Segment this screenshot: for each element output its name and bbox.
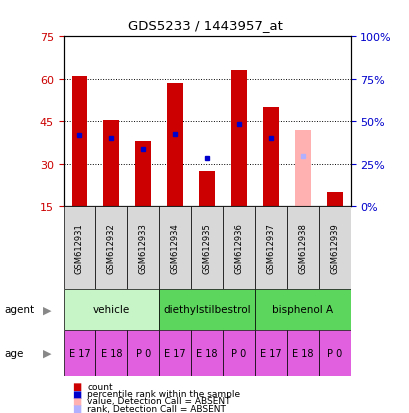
Bar [294,131,310,206]
Text: ▶: ▶ [43,348,51,358]
Text: E 17: E 17 [69,348,90,358]
Bar [262,108,278,206]
Bar [326,192,342,206]
Bar [286,206,318,289]
Text: diethylstilbestrol: diethylstilbestrol [163,305,250,315]
Text: GSM612937: GSM612937 [266,223,275,273]
Text: ■: ■ [72,381,81,391]
Bar [63,330,95,376]
Bar [159,330,191,376]
Bar [191,330,222,376]
Text: count: count [87,382,113,391]
Bar [254,206,286,289]
Text: E 18: E 18 [291,348,313,358]
Text: E 17: E 17 [259,348,281,358]
Text: age: age [4,348,23,358]
Bar [254,289,350,330]
Text: P 0: P 0 [135,348,151,358]
Text: P 0: P 0 [231,348,246,358]
Text: GSM612933: GSM612933 [138,223,147,273]
Text: E 18: E 18 [100,348,122,358]
Bar [103,121,119,206]
Bar [159,289,254,330]
Text: ■: ■ [72,404,81,413]
Bar [95,330,127,376]
Bar [318,206,350,289]
Bar [71,77,87,206]
Text: E 17: E 17 [164,348,186,358]
Text: agent: agent [4,305,34,315]
Text: GDS5233 / 1443957_at: GDS5233 / 1443957_at [127,19,282,31]
Text: rank, Detection Call = ABSENT: rank, Detection Call = ABSENT [87,404,226,413]
Bar [318,330,350,376]
Bar [222,206,254,289]
Text: GSM612931: GSM612931 [75,223,84,273]
Bar [191,206,222,289]
Bar [127,330,159,376]
Text: percentile rank within the sample: percentile rank within the sample [87,389,240,398]
Bar [230,71,246,206]
Text: GSM612935: GSM612935 [202,223,211,273]
Bar [199,171,214,206]
Text: ■: ■ [72,389,81,399]
Text: ■: ■ [72,396,81,406]
Text: GSM612934: GSM612934 [170,223,179,273]
Text: bisphenol A: bisphenol A [272,305,333,315]
Bar [135,142,151,206]
Bar [159,206,191,289]
Text: E 18: E 18 [196,348,217,358]
Bar [63,206,95,289]
Text: GSM612932: GSM612932 [107,223,116,273]
Text: GSM612939: GSM612939 [329,223,338,273]
Bar [167,84,183,206]
Text: value, Detection Call = ABSENT: value, Detection Call = ABSENT [87,396,230,406]
Text: ▶: ▶ [43,305,51,315]
Text: vehicle: vehicle [92,305,130,315]
Text: P 0: P 0 [326,348,342,358]
Bar [222,330,254,376]
Bar [63,289,159,330]
Bar [254,330,286,376]
Text: GSM612938: GSM612938 [297,223,306,273]
Bar [95,206,127,289]
Bar [286,330,318,376]
Bar [127,206,159,289]
Text: GSM612936: GSM612936 [234,223,243,273]
